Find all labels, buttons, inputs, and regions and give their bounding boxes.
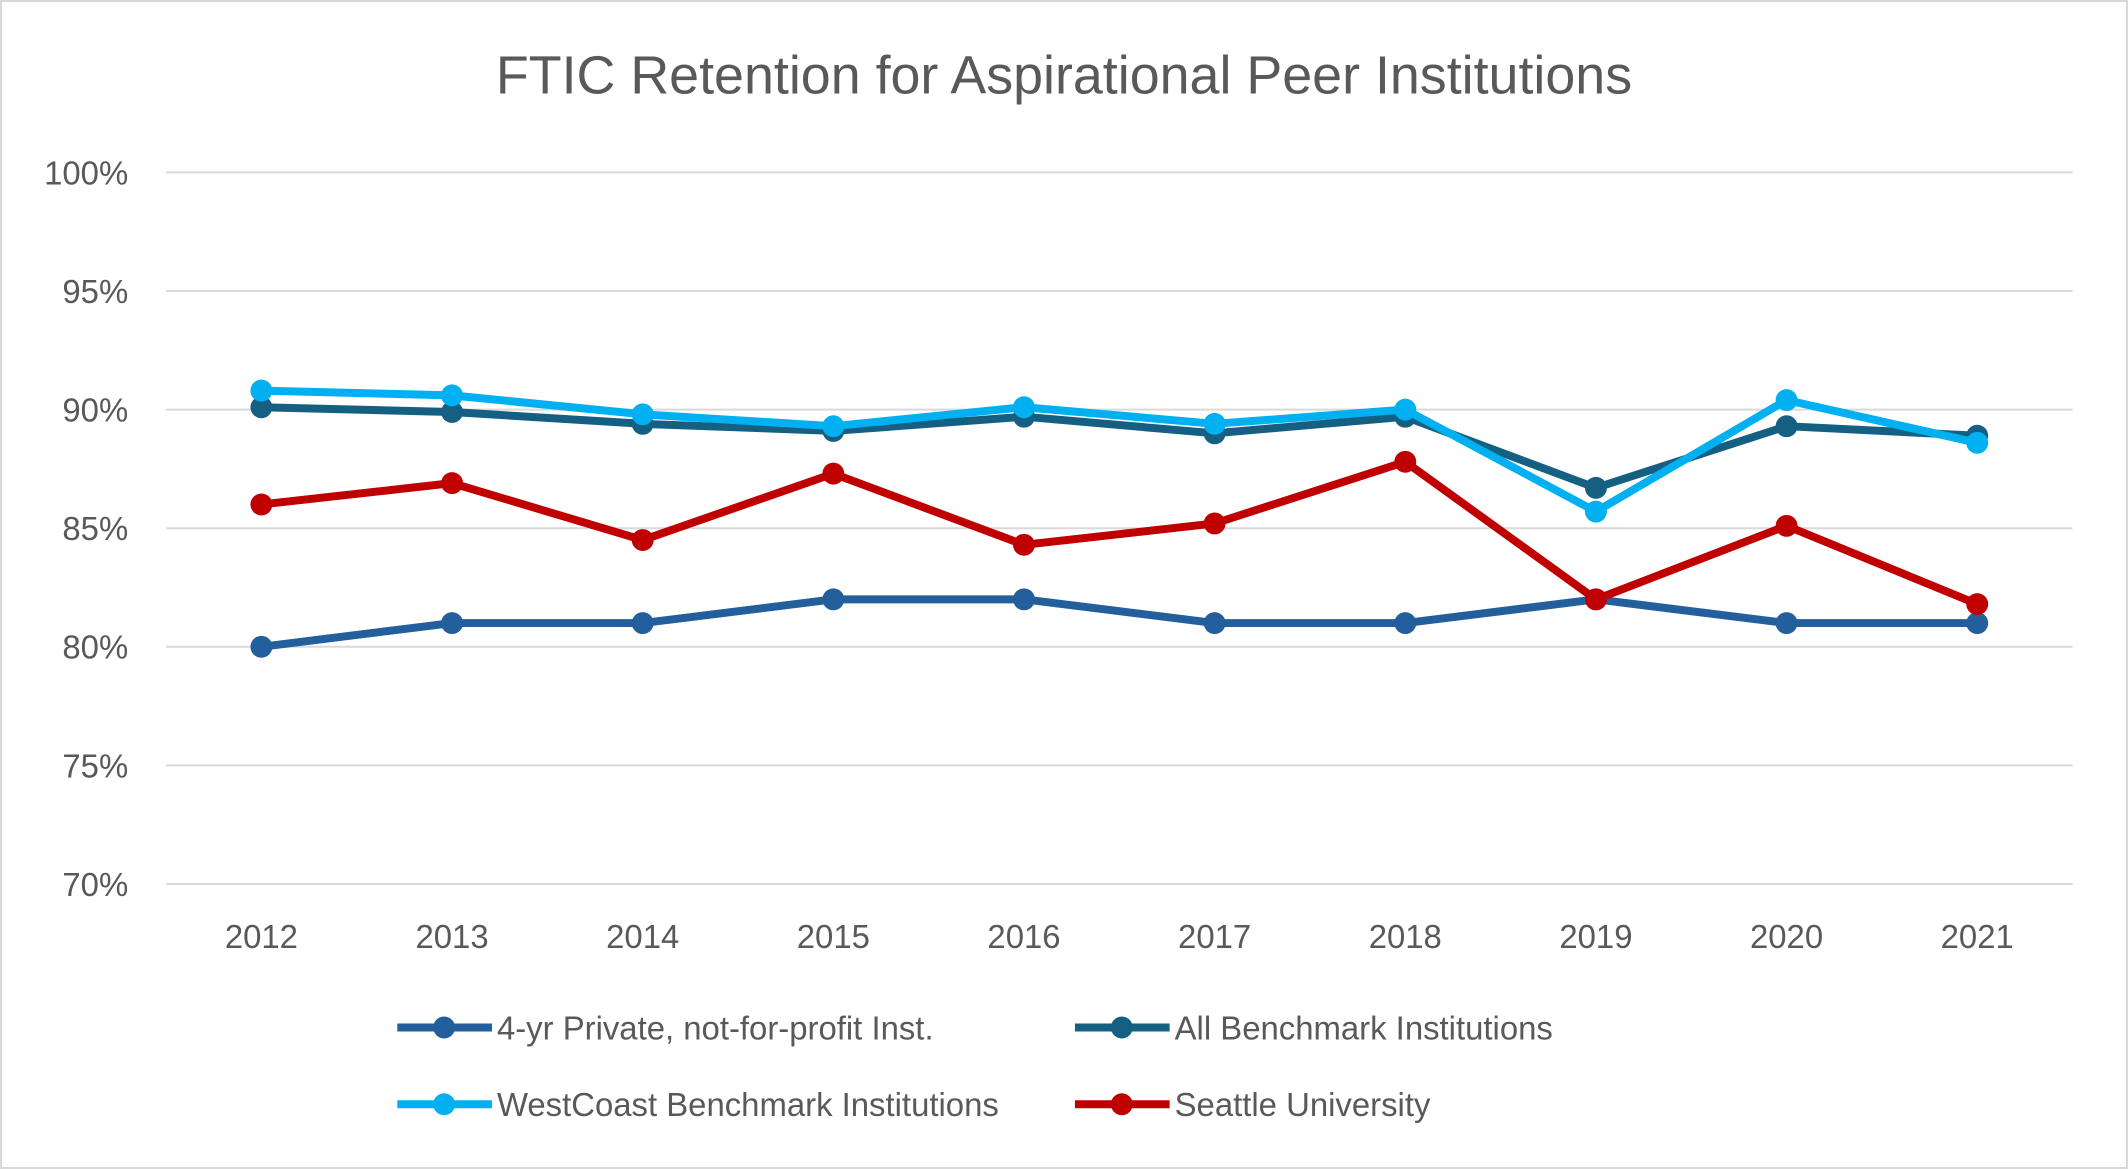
legend-item: Seattle University	[1074, 1086, 1431, 1123]
legend-item: WestCoast Benchmark Institutions	[397, 1086, 999, 1123]
data-point	[1394, 612, 1417, 635]
data-point	[441, 472, 464, 495]
chart-title: FTIC Retention for Aspirational Peer Ins…	[496, 46, 1632, 106]
x-tick-label: 2021	[1941, 918, 2014, 955]
data-point	[1966, 431, 1989, 454]
data-point	[1966, 593, 1989, 616]
legend-item: 4-yr Private, not-for-profit Inst.	[397, 1009, 934, 1046]
legend: 4-yr Private, not-for-profit Inst. All Be…	[397, 1009, 1553, 1123]
data-point	[441, 612, 464, 635]
x-axis: 2012 2013 2014 2015 2016 2017 2018 2019 2020 2021	[225, 918, 2014, 955]
data-point	[822, 462, 845, 485]
legend-swatch-marker	[433, 1093, 456, 1116]
x-tick-label: 2013	[415, 918, 488, 955]
data-point	[822, 415, 845, 438]
y-tick-label: 90%	[62, 392, 128, 429]
legend-label: WestCoast Benchmark Institutions	[497, 1086, 999, 1123]
series-group	[250, 379, 1989, 658]
x-tick-label: 2017	[1178, 918, 1251, 955]
data-point	[1203, 612, 1226, 635]
data-point	[1584, 500, 1607, 523]
y-tick-label: 75%	[62, 747, 128, 784]
data-point	[822, 588, 845, 611]
data-point	[250, 493, 273, 516]
y-tick-label: 100%	[44, 154, 128, 191]
data-point	[1966, 612, 1989, 635]
data-point	[1584, 476, 1607, 499]
y-tick-label: 85%	[62, 510, 128, 547]
data-point	[1584, 588, 1607, 611]
series-line	[260, 595, 1978, 651]
x-tick-label: 2012	[225, 918, 298, 955]
legend-label: 4-yr Private, not-for-profit Inst.	[497, 1009, 934, 1046]
data-point	[441, 384, 464, 407]
gridlines	[166, 171, 2073, 885]
data-point	[250, 635, 273, 658]
data-point	[1013, 588, 1035, 611]
y-tick-label: 80%	[62, 629, 128, 666]
data-point	[1203, 512, 1226, 535]
legend-swatch-marker	[1110, 1093, 1133, 1116]
x-tick-label: 2015	[797, 918, 870, 955]
data-point	[631, 403, 654, 426]
y-axis: 100% 95% 90% 85% 80% 75% 70%	[44, 154, 128, 903]
x-tick-label: 2018	[1369, 918, 1442, 955]
legend-label: Seattle University	[1175, 1086, 1431, 1123]
x-tick-label: 2019	[1559, 918, 1632, 955]
data-point	[1775, 612, 1798, 635]
data-point	[631, 612, 654, 635]
series-0	[250, 588, 1989, 658]
series-line	[261, 386, 1979, 516]
series-line	[260, 457, 1979, 608]
data-point	[1203, 412, 1226, 435]
legend-item: All Benchmark Institutions	[1074, 1009, 1553, 1046]
x-tick-label: 2020	[1750, 918, 1823, 955]
data-point	[441, 401, 464, 423]
data-point	[1775, 389, 1798, 412]
data-point	[631, 529, 654, 552]
data-point	[1394, 398, 1417, 421]
y-tick-label: 95%	[62, 273, 128, 310]
legend-swatch-marker	[433, 1016, 456, 1039]
data-point	[1394, 450, 1417, 473]
legend-swatch-marker	[1110, 1016, 1133, 1039]
y-tick-label: 70%	[62, 866, 128, 903]
data-point	[1775, 415, 1798, 438]
data-point	[250, 379, 273, 402]
data-point	[250, 396, 273, 419]
legend-label: All Benchmark Institutions	[1175, 1009, 1553, 1046]
data-point	[1775, 514, 1798, 537]
x-tick-label: 2014	[606, 918, 679, 955]
data-point	[1013, 533, 1035, 556]
data-point	[1013, 396, 1035, 419]
x-tick-label: 2016	[987, 918, 1060, 955]
series-2	[250, 379, 1989, 523]
series-3	[250, 450, 1989, 616]
